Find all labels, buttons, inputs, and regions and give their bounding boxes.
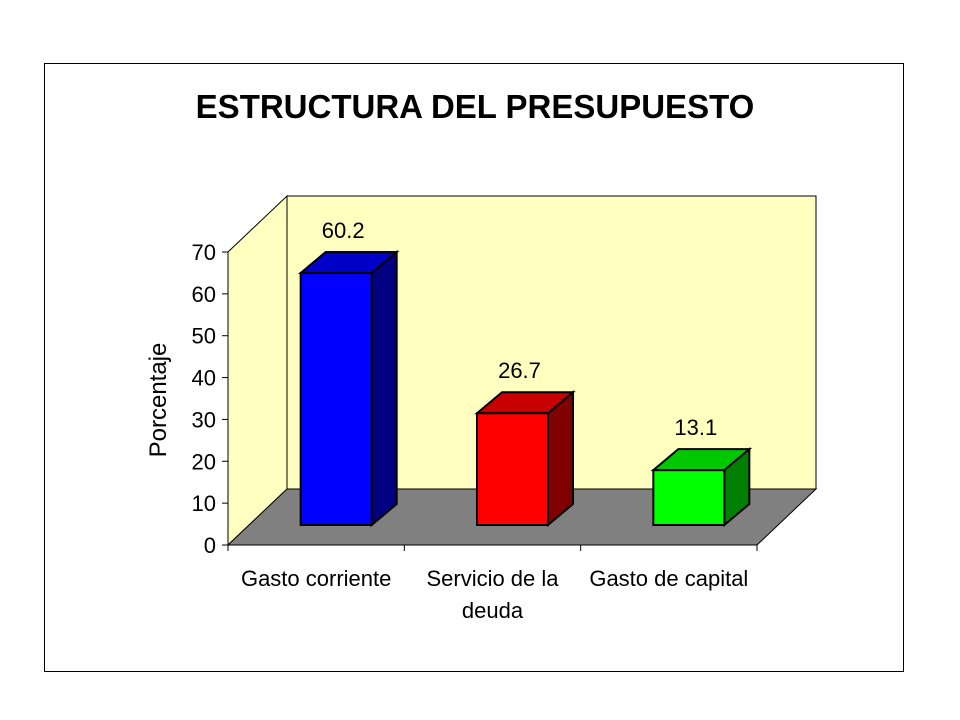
- data-label: 60.2: [322, 218, 365, 243]
- chart-walls: [226, 194, 818, 547]
- x-category-label: Gasto corriente: [241, 566, 391, 591]
- bar-3: [650, 447, 753, 528]
- bar-1: [297, 249, 400, 528]
- y-tick-label: 10: [192, 491, 216, 516]
- y-tick-label: 70: [192, 240, 216, 265]
- x-category-label-line: Gasto corriente: [241, 566, 391, 591]
- axes: 0 10 20 30 40 50 60 70: [192, 240, 758, 558]
- bar-front: [476, 412, 549, 526]
- y-tick-label: 50: [192, 324, 216, 349]
- chart-title: ESTRUCTURA DEL PRESUPUESTO: [196, 88, 755, 125]
- side-wall: [227, 194, 288, 547]
- bars: [297, 249, 753, 528]
- x-category-label-line: deuda: [462, 598, 524, 623]
- x-category-label-line: Gasto de capital: [589, 566, 748, 591]
- x-category-label: Gasto de capital: [589, 566, 748, 591]
- x-category-label: Servicio de la deuda: [426, 566, 559, 623]
- bar-front: [299, 272, 373, 526]
- labels: 60.2 Gasto corriente 26.7 Servicio de la deu…: [241, 218, 748, 623]
- y-axis-label: Porcentaje: [145, 343, 172, 458]
- y-tick-label: 30: [192, 407, 216, 432]
- y-tick-label: 40: [192, 366, 216, 391]
- bar-front: [652, 469, 726, 526]
- bar-side: [370, 249, 398, 528]
- y-tick-label: 0: [204, 533, 216, 558]
- bar-2: [474, 390, 576, 528]
- data-label: 26.7: [498, 358, 541, 383]
- y-tick-label: 60: [192, 282, 216, 307]
- data-label: 13.1: [674, 415, 717, 440]
- chart-area: [44, 63, 904, 672]
- bar-side: [547, 390, 574, 528]
- y-tick-label: 20: [192, 449, 216, 474]
- x-category-label-line: Servicio de la: [426, 566, 559, 591]
